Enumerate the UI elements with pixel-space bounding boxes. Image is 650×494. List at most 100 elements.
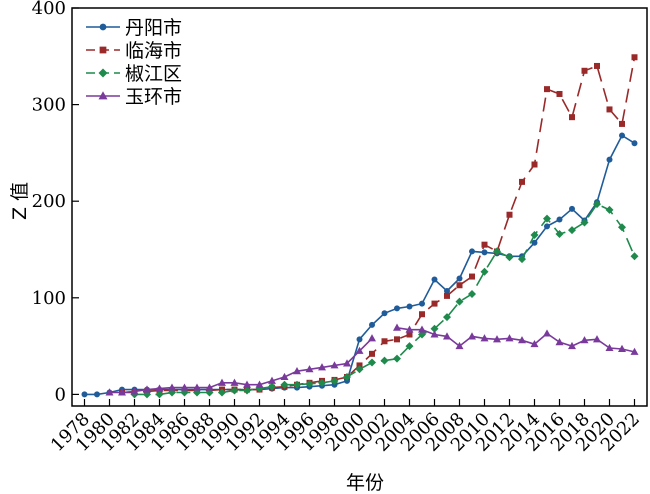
data-point-diamond (443, 313, 451, 322)
data-point-triangle (205, 383, 214, 391)
data-point-triangle (130, 387, 139, 395)
data-point-diamond (405, 342, 414, 351)
data-point-diamond (318, 378, 326, 387)
data-point-circle (431, 276, 438, 283)
data-point-triangle (443, 332, 451, 340)
legend-label: 丹阳市 (125, 17, 182, 39)
data-point-diamond (380, 356, 389, 365)
data-point-circle (444, 288, 450, 295)
data-point-triangle (143, 385, 151, 393)
data-point-square (419, 311, 425, 318)
data-point-triangle (280, 372, 289, 381)
data-point-circle (481, 249, 488, 256)
data-point-circle (81, 391, 88, 398)
data-point-square (606, 106, 613, 113)
data-point-triangle (455, 341, 464, 350)
series-4 (105, 334, 376, 396)
data-point-triangle (255, 380, 264, 388)
data-point-triangle (555, 338, 564, 346)
data-point-square (544, 86, 550, 93)
data-point-square (594, 62, 600, 69)
data-point-circle (631, 140, 638, 147)
data-point-triangle (630, 347, 639, 355)
legend-item: 丹阳市 (86, 17, 182, 39)
y-tick-label: 0 (55, 384, 66, 405)
data-point-diamond (580, 218, 589, 227)
data-point-triangle (543, 329, 551, 337)
data-point-triangle (193, 383, 201, 391)
data-point-square (456, 282, 463, 289)
data-point-diamond (218, 388, 226, 397)
y-tick-label: 300 (32, 95, 66, 116)
data-point-circle (606, 156, 613, 163)
data-point-triangle (330, 361, 339, 369)
data-point-triangle (180, 383, 189, 391)
data-point-triangle (518, 336, 526, 344)
data-point-triangle (218, 378, 226, 386)
series-3 (130, 200, 639, 399)
data-point-triangle (118, 388, 126, 396)
data-point-triangle (393, 323, 401, 331)
data-point-triangle (305, 365, 314, 373)
data-point-triangle (168, 383, 176, 391)
data-point-square (581, 67, 588, 74)
data-point-square (381, 338, 388, 345)
x-axis-title: 年份 (346, 472, 384, 494)
data-point-square (619, 120, 625, 127)
data-point-diamond (493, 247, 501, 256)
data-point-square (469, 273, 475, 280)
data-point-diamond (230, 386, 239, 395)
data-point-square (519, 178, 525, 185)
data-point-diamond (293, 380, 301, 389)
data-point-triangle (580, 336, 589, 344)
data-point-triangle (493, 335, 501, 343)
data-point-diamond (605, 205, 614, 214)
data-point-triangle (105, 388, 114, 396)
data-point-diamond (568, 226, 576, 235)
data-point-circle (619, 132, 625, 139)
series-line (109, 337, 373, 394)
data-point-diamond (480, 267, 489, 276)
data-point-triangle (418, 325, 426, 333)
data-point-triangle (568, 341, 576, 350)
data-point-diamond (268, 382, 276, 391)
data-point-diamond (593, 200, 601, 209)
data-point-circle (556, 216, 563, 223)
data-point-diamond (530, 231, 539, 240)
data-point-triangle (405, 325, 414, 333)
y-tick-label: 200 (32, 191, 66, 212)
data-point-diamond (243, 386, 251, 395)
data-point-diamond (355, 365, 364, 374)
data-point-square (394, 336, 400, 343)
data-point-diamond (518, 255, 526, 264)
data-point-circle (394, 305, 400, 312)
data-point-square (531, 161, 538, 168)
data-point-triangle (268, 376, 276, 384)
data-point-triangle (155, 384, 164, 392)
data-point-triangle (243, 380, 251, 388)
data-point-circle (419, 300, 425, 307)
data-point-diamond (330, 376, 339, 385)
data-point-diamond (98, 68, 108, 78)
data-point-diamond (393, 354, 401, 363)
plot-area (81, 54, 639, 399)
legend-item: 临海市 (86, 40, 182, 62)
data-point-diamond (630, 252, 639, 261)
data-point-circle (531, 239, 538, 246)
legend-label: 临海市 (125, 40, 182, 62)
data-point-triangle (530, 339, 539, 348)
data-point-triangle (593, 335, 601, 343)
y-tick-label: 100 (32, 288, 66, 309)
legend-item: 玉环市 (86, 86, 182, 108)
data-point-circle (94, 391, 100, 398)
data-point-diamond (430, 324, 439, 333)
data-point-diamond (280, 380, 289, 389)
data-point-triangle (468, 332, 476, 340)
legend-label: 玉环市 (125, 86, 182, 108)
data-point-triangle (343, 359, 351, 367)
data-point-diamond (455, 297, 464, 306)
data-point-diamond (155, 390, 164, 399)
series-1 (81, 132, 638, 398)
axes: 0100200300400197819801982198419861988199… (32, 0, 648, 456)
